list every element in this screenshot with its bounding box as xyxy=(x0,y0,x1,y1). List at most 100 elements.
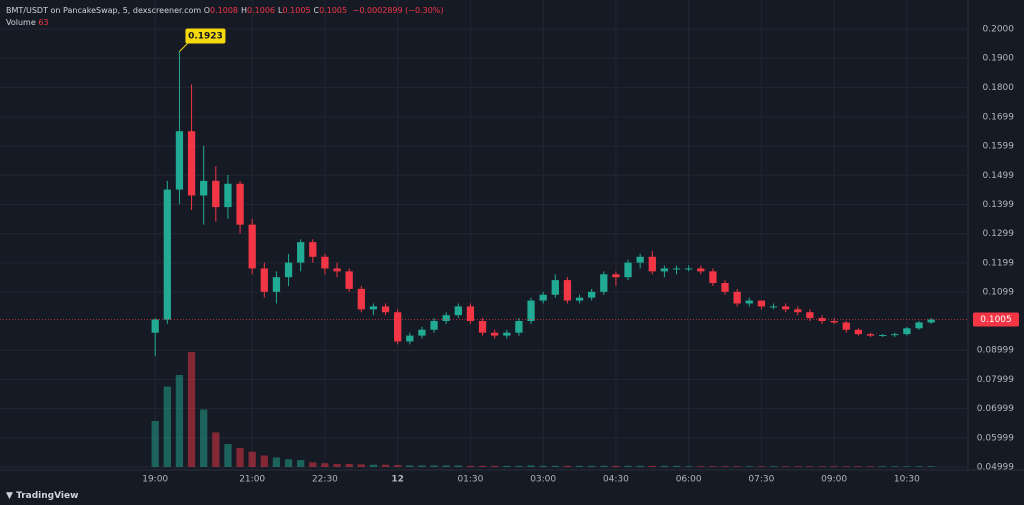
candle-body xyxy=(248,224,256,269)
candle-body xyxy=(842,322,850,330)
volume-bar xyxy=(163,386,171,467)
volume-bar xyxy=(636,465,644,467)
volume-bar xyxy=(151,421,159,467)
header: BMT/USDT on PancakeSwap, 5, dexscreener.… xyxy=(6,5,447,29)
volume-bar xyxy=(551,465,559,467)
y-tick-label: 0.07999 xyxy=(977,375,1014,385)
volume-bar xyxy=(333,463,341,467)
candle-body xyxy=(418,329,426,336)
y-tick-label: 0.1399 xyxy=(983,200,1015,210)
candle-body xyxy=(200,180,208,196)
annotation-pointer xyxy=(179,43,188,52)
volume-bar xyxy=(357,464,365,467)
volume-bar xyxy=(224,444,232,467)
candle-body xyxy=(260,268,268,292)
annotation-label: 0.1923 xyxy=(188,31,223,41)
ohlc-values: O0.1008 H0.1006 L0.1005 C0.1005 xyxy=(204,6,350,15)
candle-body xyxy=(830,321,838,323)
volume-bar xyxy=(272,457,281,467)
candle-body xyxy=(527,300,535,321)
candle-body xyxy=(394,312,402,342)
candle-body xyxy=(454,306,462,316)
candle-body xyxy=(297,242,305,263)
candle-body xyxy=(672,268,681,270)
volume-bar xyxy=(284,459,293,467)
candle-body xyxy=(515,321,523,333)
volume-bar xyxy=(369,464,378,467)
candle-body xyxy=(648,256,656,272)
candle-body xyxy=(272,277,281,292)
volume-bar xyxy=(381,464,390,467)
volume-bar xyxy=(672,465,681,467)
volume-bar xyxy=(854,466,863,467)
volume-bar xyxy=(491,465,499,467)
volume-bar xyxy=(394,465,402,467)
candle-body xyxy=(381,306,390,313)
x-tick-label: 19:00 xyxy=(142,475,168,485)
y-tick-label: 0.04999 xyxy=(977,463,1014,473)
y-tick-label: 0.1699 xyxy=(983,112,1015,122)
candle-body xyxy=(636,256,644,263)
candle-body xyxy=(903,328,911,335)
y-tick-label: 0.1900 xyxy=(983,54,1015,64)
candle-body xyxy=(745,300,753,304)
x-tick-label: 01:30 xyxy=(457,475,483,485)
volume-bar xyxy=(212,432,220,467)
candle-body xyxy=(854,329,863,335)
change: −0.0002899 (−0.30%) xyxy=(352,6,444,15)
y-tick-label: 0.05999 xyxy=(977,433,1014,443)
candle-body xyxy=(575,297,584,301)
candle-body xyxy=(588,291,596,298)
volume-bar xyxy=(600,465,608,467)
ohlc-key: H xyxy=(241,6,248,15)
volume-bar xyxy=(757,466,766,467)
volume-bar xyxy=(660,465,669,467)
volume-bar xyxy=(769,466,778,467)
volume-bar xyxy=(818,466,826,467)
x-tick-label: 10:30 xyxy=(894,475,920,485)
volume-bar xyxy=(733,466,741,467)
candle-body xyxy=(442,315,450,321)
candle-body xyxy=(321,256,329,269)
y-tick-label: 0.1599 xyxy=(983,142,1015,152)
last-price-label: 0.1005 xyxy=(980,315,1012,325)
volume-bar xyxy=(879,466,887,467)
candle-body xyxy=(733,291,741,304)
candle-body xyxy=(478,321,487,333)
x-tick-label: 06:00 xyxy=(676,475,702,485)
ohlc-value: 0.1005 xyxy=(319,6,348,15)
y-tick-label: 0.1499 xyxy=(983,171,1015,181)
y-tick-label: 0.2000 xyxy=(983,25,1015,35)
y-tick-label: 0.1099 xyxy=(983,288,1015,298)
x-tick-label: 12 xyxy=(391,475,404,485)
candle-body xyxy=(685,268,693,270)
volume-value: 63 xyxy=(38,18,49,27)
x-tick-label: 07:30 xyxy=(748,475,774,485)
volume-bar xyxy=(794,466,802,467)
ohlc-value: 0.1005 xyxy=(282,6,311,15)
brand: ▼ TradingView xyxy=(6,491,79,501)
candle-body xyxy=(927,319,935,323)
candle-body xyxy=(866,334,875,336)
volume-bar xyxy=(721,466,729,467)
candle-body xyxy=(309,242,317,257)
candle-body xyxy=(600,274,608,292)
volume-bar xyxy=(575,465,584,467)
volume-bar xyxy=(612,465,620,467)
candle-body xyxy=(212,180,220,208)
candle-body xyxy=(915,322,923,329)
candle-body xyxy=(757,300,766,307)
volume-bar xyxy=(260,455,268,467)
candle-body xyxy=(430,321,438,330)
candle-body xyxy=(224,183,232,208)
ohlc-value: 0.1006 xyxy=(247,6,276,15)
volume-bar xyxy=(442,465,450,467)
volume-bar xyxy=(697,466,705,467)
x-tick-label: 09:00 xyxy=(821,475,847,485)
volume-bar xyxy=(709,466,717,467)
volume-bar xyxy=(345,463,353,467)
y-tick-label: 0.1299 xyxy=(983,229,1015,239)
volume-label: Volume xyxy=(6,18,36,27)
